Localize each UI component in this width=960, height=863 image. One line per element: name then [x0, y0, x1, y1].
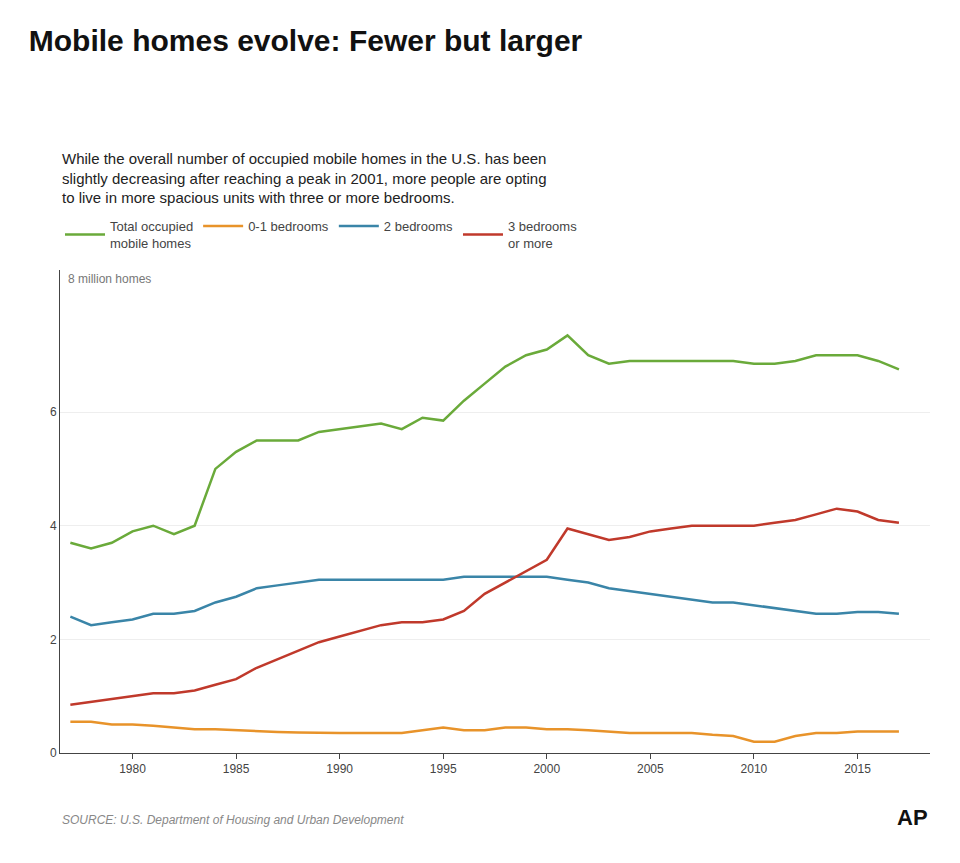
svg-text:2000: 2000 — [533, 762, 560, 776]
svg-text:2015: 2015 — [844, 762, 871, 776]
svg-text:1995: 1995 — [430, 762, 457, 776]
svg-text:1980: 1980 — [119, 762, 146, 776]
svg-text:While the overall number of oc: While the overall number of occupied mob… — [62, 150, 546, 206]
svg-text:Total occupiedmobile homes: Total occupiedmobile homes — [110, 219, 193, 251]
svg-text:4: 4 — [50, 519, 57, 533]
svg-text:2: 2 — [50, 633, 57, 647]
svg-text:6: 6 — [50, 405, 57, 419]
svg-text:8 million homes: 8 million homes — [68, 272, 151, 286]
svg-text:2005: 2005 — [637, 762, 664, 776]
svg-text:Mobile homes evolve: Fewer but: Mobile homes evolve: Fewer but larger — [29, 24, 583, 57]
svg-text:AP: AP — [897, 805, 928, 830]
svg-text:1990: 1990 — [326, 762, 353, 776]
svg-text:0: 0 — [50, 746, 57, 760]
svg-text:SOURCE: U.S. Department of Hou: SOURCE: U.S. Department of Housing and U… — [62, 813, 404, 827]
svg-text:1985: 1985 — [223, 762, 250, 776]
svg-text:0-1 bedrooms: 0-1 bedrooms — [248, 219, 329, 234]
svg-text:2 bedrooms: 2 bedrooms — [384, 219, 453, 234]
svg-text:2010: 2010 — [741, 762, 768, 776]
svg-text:3 bedroomsor more: 3 bedroomsor more — [508, 219, 577, 251]
